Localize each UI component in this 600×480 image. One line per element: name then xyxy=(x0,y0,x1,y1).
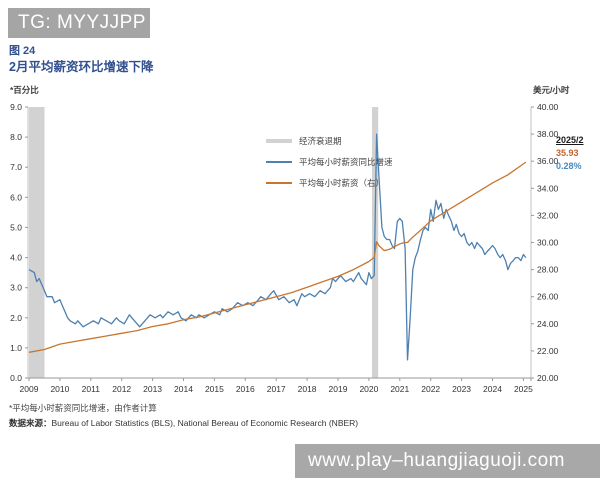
x-axis-tick-label: 2021 xyxy=(390,384,409,394)
right-axis-tick-label: 34.00 xyxy=(537,183,559,193)
data-source-line: 数据来源：Bureau of Labor Statistics (BLS), N… xyxy=(9,417,358,429)
legend-item-yoy-growth: 平均每小时薪资同比增速 xyxy=(266,151,393,172)
x-axis-tick-label: 2014 xyxy=(174,384,193,394)
x-axis-tick-label: 2011 xyxy=(82,384,101,394)
latest-wage-value: 35.93 xyxy=(556,148,579,158)
right-axis-unit-label: 美元/小时 xyxy=(533,85,570,95)
left-axis-tick-label: 5.0 xyxy=(10,222,22,232)
latest-value-annotation: 2025/2 35.93 0.28% xyxy=(556,134,598,173)
left-axis-unit-label: *百分比 xyxy=(10,85,39,95)
x-axis-tick-label: 2022 xyxy=(421,384,440,394)
yoy-line-swatch xyxy=(266,160,292,163)
right-axis-tick-label: 32.00 xyxy=(537,210,559,220)
chart-legend: 经济衰退期 平均每小时薪资同比增速 平均每小时薪资（右） xyxy=(266,130,393,193)
left-axis-tick-label: 2.0 xyxy=(10,313,22,323)
x-axis-tick-label: 2019 xyxy=(329,384,348,394)
x-axis-tick-label: 2017 xyxy=(267,384,286,394)
figure-number: 图 24 xyxy=(9,45,36,57)
right-axis-tick-label: 28.00 xyxy=(537,265,559,275)
x-axis-tick-label: 2012 xyxy=(112,384,131,394)
x-axis-tick-label: 2009 xyxy=(20,384,39,394)
legend-label-wage-level: 平均每小时薪资（右） xyxy=(299,177,385,188)
legend-label-recession: 经济衰退期 xyxy=(299,135,342,146)
telegram-tag-banner: TG: MYYJJPP xyxy=(8,8,150,38)
left-axis-tick-label: 3.0 xyxy=(10,283,22,293)
x-axis-tick-label: 2018 xyxy=(298,384,317,394)
right-axis-tick-label: 26.00 xyxy=(537,292,559,302)
right-axis-tick-label: 20.00 xyxy=(537,373,559,383)
x-axis-tick-label: 2010 xyxy=(50,384,69,394)
right-axis-tick-label: 22.00 xyxy=(537,346,559,356)
left-axis-tick-label: 9.0 xyxy=(10,102,22,112)
right-axis-tick-label: 36.00 xyxy=(537,156,559,166)
x-axis-tick-label: 2013 xyxy=(143,384,162,394)
x-axis-tick-label: 2020 xyxy=(359,384,378,394)
right-axis-tick-label: 24.00 xyxy=(537,319,559,329)
x-axis-tick-label: 2023 xyxy=(452,384,471,394)
x-axis-tick-label: 2015 xyxy=(205,384,224,394)
yoy-growth-line xyxy=(28,133,527,361)
wage-line-swatch xyxy=(266,181,292,184)
left-axis-tick-label: 8.0 xyxy=(10,132,22,142)
right-axis-tick-label: 30.00 xyxy=(537,238,559,248)
recession-band-swatch xyxy=(266,138,292,143)
chart-footnote: *平均每小时薪资同比增速，由作者计算 xyxy=(9,403,157,413)
legend-label-yoy-growth: 平均每小时薪资同比增速 xyxy=(299,156,393,167)
wage-level-line xyxy=(28,161,527,353)
latest-date-label: 2025/2 xyxy=(556,135,584,145)
data-source-label: 数据来源： xyxy=(9,418,52,428)
x-axis-tick-label: 2025 xyxy=(514,384,533,394)
legend-item-recession: 经济衰退期 xyxy=(266,130,393,151)
x-axis-tick-label: 2024 xyxy=(483,384,502,394)
legend-item-wage-level: 平均每小时薪资（右） xyxy=(266,172,393,193)
right-axis-tick-label: 38.00 xyxy=(537,129,559,139)
left-axis-tick-label: 0.0 xyxy=(10,373,22,383)
left-axis-tick-label: 7.0 xyxy=(10,162,22,172)
left-axis-tick-label: 6.0 xyxy=(10,192,22,202)
left-axis-tick-label: 1.0 xyxy=(10,343,22,353)
right-axis-tick-label: 40.00 xyxy=(537,102,559,112)
left-axis-tick-label: 4.0 xyxy=(10,253,22,263)
x-axis-tick-label: 2016 xyxy=(236,384,255,394)
data-source-text: Bureau of Labor Statistics (BLS), Nation… xyxy=(51,418,359,428)
recession-band xyxy=(29,107,45,378)
website-watermark: www.play–huangjiaguoji.com xyxy=(295,444,600,478)
latest-growth-value: 0.28% xyxy=(556,161,582,171)
figure-title: 2月平均薪资环比增速下降 xyxy=(9,60,154,74)
